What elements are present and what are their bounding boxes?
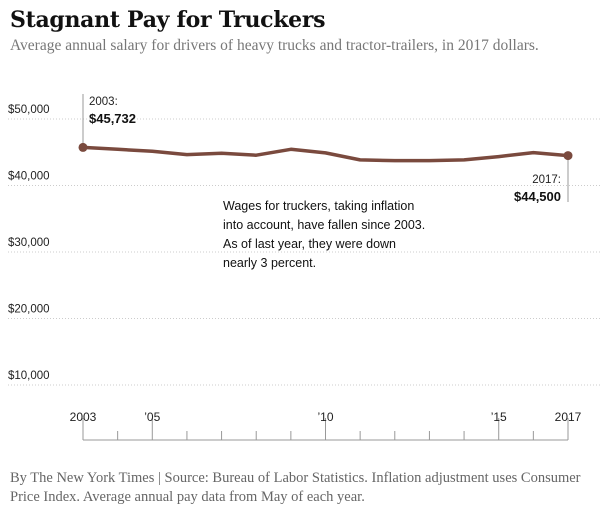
- annotation-note-line: Wages for truckers, taking inflation: [223, 199, 414, 213]
- y-tick-label: $50,000: [8, 104, 50, 116]
- x-tick-label: 2003: [70, 410, 97, 424]
- end-annotation-label: 2017:: [532, 174, 561, 186]
- chart-subtitle: Average annual salary for drivers of hea…: [10, 37, 539, 54]
- annotation-note-line: As of last year, they were down: [223, 237, 396, 251]
- y-tick-label: $10,000: [8, 370, 50, 382]
- chart-title: Stagnant Pay for Truckers: [10, 7, 326, 33]
- annotation-note-line: into account, have fallen since 2003.: [223, 218, 425, 232]
- data-point: [78, 142, 88, 152]
- x-tick-label: 2017: [555, 410, 582, 424]
- y-tick-label: $20,000: [8, 304, 50, 316]
- salary-series-line: [81, 145, 570, 163]
- line-chart: $10,000 $20,000 $30,000 $40,000 $50,000 2003 ’…: [8, 94, 600, 441]
- source-note: By The New York Times | Source: Bureau o…: [10, 470, 581, 505]
- data-point: [563, 151, 573, 161]
- start-annotation-label: 2003:: [89, 96, 118, 108]
- x-tick-label: ’05: [144, 410, 160, 424]
- x-tick-label: ’10: [317, 410, 333, 424]
- start-annotation-value: $45,732: [89, 111, 136, 126]
- annotation-note-line: nearly 3 percent.: [223, 256, 316, 270]
- x-tick-label: ’15: [491, 410, 507, 424]
- end-annotation-value: $44,500: [514, 189, 561, 204]
- y-tick-label: $40,000: [8, 171, 50, 183]
- y-tick-label: $30,000: [8, 237, 50, 249]
